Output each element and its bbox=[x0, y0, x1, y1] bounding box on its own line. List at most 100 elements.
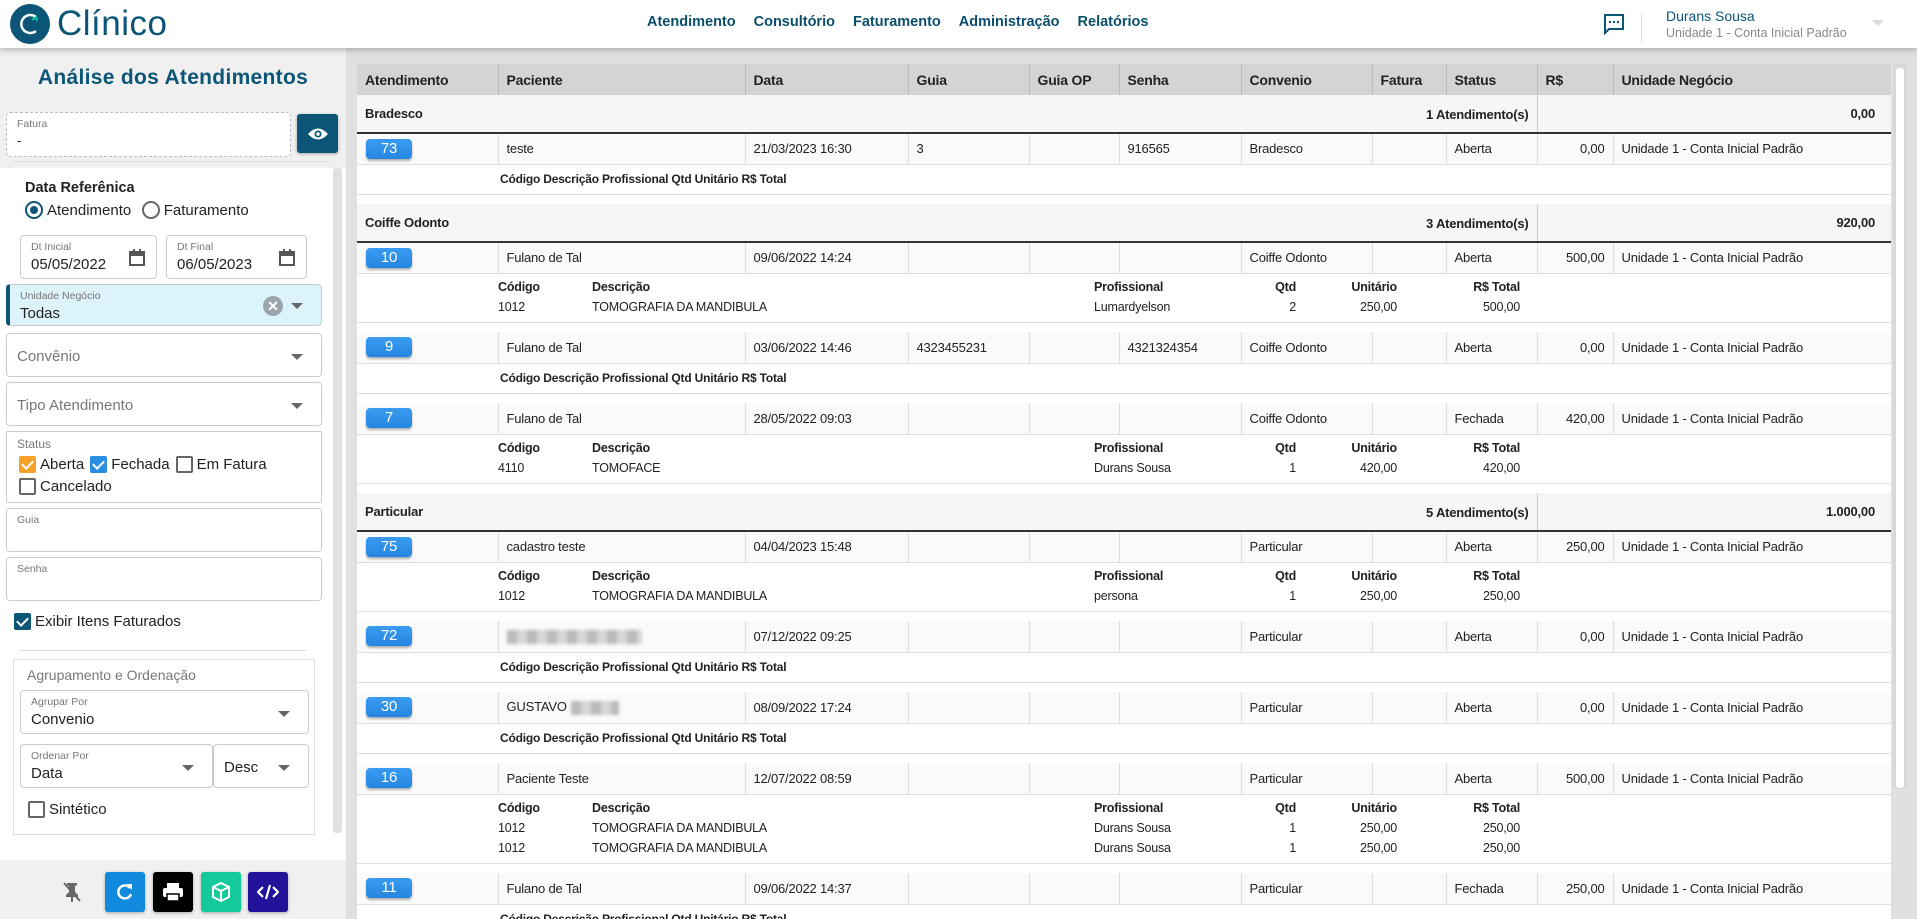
guia-field[interactable]: Guia bbox=[6, 508, 322, 552]
fatura-cell bbox=[1372, 133, 1447, 165]
chat-icon[interactable] bbox=[1603, 13, 1625, 40]
fatura-field[interactable]: Fatura - bbox=[6, 112, 291, 157]
column-header[interactable]: Senha bbox=[1119, 64, 1242, 95]
user-menu[interactable]: Durans Sousa Unidade 1 - Conta Inicial P… bbox=[1666, 8, 1847, 40]
sidebar-scrollbar[interactable] bbox=[333, 168, 342, 833]
refresh-button[interactable] bbox=[105, 872, 145, 912]
column-header[interactable]: Atendimento bbox=[357, 64, 499, 95]
column-header[interactable]: Status bbox=[1446, 64, 1538, 95]
table-row[interactable]: 16 Paciente Teste 12/07/2022 08:59 Particul… bbox=[357, 763, 1891, 795]
column-header[interactable]: Convenio bbox=[1241, 64, 1373, 95]
item-column-header: Unitário bbox=[694, 171, 739, 186]
exibir-itens-checkbox[interactable]: Exibir Itens Faturados bbox=[14, 613, 187, 631]
status-option[interactable]: Aberta bbox=[19, 454, 90, 475]
checkbox[interactable] bbox=[175, 456, 193, 474]
table-row[interactable]: 30 GUSTAVO 08/09/2022 17:24 Particular Abert… bbox=[357, 692, 1891, 724]
column-header[interactable]: Guia bbox=[908, 64, 1030, 95]
checkbox[interactable] bbox=[19, 456, 36, 474]
item-column-header: Unitário bbox=[694, 370, 739, 385]
status-option[interactable]: Em Fatura bbox=[175, 454, 273, 475]
group-count: 5 Atendimento(s) bbox=[1426, 505, 1529, 520]
convenio-cell: Coiffe Odonto bbox=[1241, 332, 1373, 364]
checkbox[interactable] bbox=[90, 456, 108, 474]
filler bbox=[1520, 585, 1891, 606]
chevron-down-icon[interactable] bbox=[291, 354, 303, 360]
ordenar-por-select[interactable]: Ordenar Por Data bbox=[20, 744, 213, 788]
column-header[interactable]: R$ bbox=[1537, 64, 1614, 95]
column-header[interactable]: Paciente bbox=[498, 64, 746, 95]
items-spacer bbox=[357, 652, 498, 683]
filler bbox=[1520, 837, 1891, 858]
atendimento-badge[interactable]: 7 bbox=[366, 408, 412, 429]
atendimento-badge[interactable]: 75 bbox=[366, 536, 412, 557]
clear-icon[interactable]: ✕ bbox=[263, 296, 283, 316]
radio-label: Faturamento bbox=[163, 201, 249, 219]
tipo-atendimento-select[interactable]: Tipo Atendimento bbox=[6, 382, 322, 426]
table-row[interactable]: 7 Fulano de Tal 28/05/2022 09:03 Coiffe Odo… bbox=[357, 403, 1891, 435]
column-header[interactable]: Data bbox=[745, 64, 909, 95]
table-scrollbar[interactable] bbox=[1893, 64, 1907, 789]
table-row[interactable]: 10 Fulano de Tal 09/06/2022 14:24 Coiffe Od… bbox=[357, 242, 1891, 274]
nav-faturamento[interactable]: Faturamento bbox=[852, 14, 941, 30]
chevron-down-icon[interactable] bbox=[1872, 20, 1884, 26]
atendimento-badge[interactable]: 30 bbox=[366, 697, 412, 718]
atendimento-badge[interactable]: 10 bbox=[366, 247, 412, 268]
chevron-down-icon[interactable] bbox=[278, 765, 290, 771]
chevron-down-icon[interactable] bbox=[291, 403, 303, 409]
view-button[interactable] bbox=[297, 114, 338, 153]
filler bbox=[1520, 565, 1891, 586]
table-row[interactable]: 11 Fulano de Tal 09/06/2022 14:37 Particula… bbox=[357, 873, 1891, 905]
item-column-header: R$ Total bbox=[1397, 276, 1520, 297]
table-row[interactable]: 73 teste 21/03/2023 16:30 3 916565 Bradesco Ab… bbox=[357, 133, 1891, 165]
checkbox[interactable] bbox=[28, 801, 45, 819]
items-spacer bbox=[357, 904, 498, 919]
agrupar-por-select[interactable]: Agrupar Por Convenio bbox=[20, 690, 309, 734]
ordem-select[interactable]: Desc bbox=[213, 744, 309, 788]
atendimento-badge[interactable]: 11 bbox=[366, 878, 412, 899]
spacer bbox=[357, 753, 1891, 763]
table-row[interactable]: 9 Fulano de Tal 03/06/2022 14:46 4323455231… bbox=[357, 332, 1891, 364]
dt-inicial-field[interactable]: Dt Inicial 05/05/2022 bbox=[20, 235, 157, 279]
chevron-down-icon[interactable] bbox=[291, 303, 303, 309]
status-option[interactable]: Fechada bbox=[90, 454, 175, 475]
unidade-negocio-select[interactable]: Unidade Negócio Todas ✕ bbox=[6, 284, 322, 326]
unpin-button[interactable] bbox=[52, 872, 92, 912]
item-cell: 250,00 bbox=[1296, 585, 1397, 606]
nav-atendimento[interactable]: Atendimento bbox=[647, 14, 736, 30]
code-button[interactable] bbox=[248, 872, 288, 912]
nav-consultorio[interactable]: Consultório bbox=[753, 14, 835, 30]
checkbox[interactable] bbox=[14, 613, 31, 631]
atendimentos-table: Atendimento Paciente Data Guia Guia OP Senha C… bbox=[357, 64, 1891, 919]
convenio-select[interactable]: Convênio bbox=[6, 333, 322, 377]
atendimento-badge[interactable]: 72 bbox=[366, 626, 412, 647]
calendar-icon[interactable] bbox=[128, 249, 146, 267]
chevron-down-icon[interactable] bbox=[182, 765, 194, 771]
column-header[interactable]: Unidade Negócio bbox=[1613, 64, 1891, 95]
print-button[interactable] bbox=[153, 872, 193, 912]
column-header[interactable]: Guia OP bbox=[1029, 64, 1120, 95]
dt-final-field[interactable]: Dt Final 06/05/2023 bbox=[166, 235, 307, 279]
status-option[interactable]: Cancelado bbox=[19, 475, 319, 496]
radio-faturamento[interactable] bbox=[141, 201, 160, 219]
chevron-down-icon[interactable] bbox=[278, 711, 290, 717]
item-column-header: Profissional bbox=[601, 730, 669, 745]
senha-field[interactable]: Senha bbox=[6, 557, 322, 601]
items-table: Código Descrição Profissional Qtd Unitário R$… bbox=[498, 797, 1891, 858]
group-name: Bradesco bbox=[365, 106, 423, 121]
logo[interactable]: Clínico bbox=[10, 4, 167, 44]
column-header[interactable]: Fatura bbox=[1372, 64, 1447, 95]
atendimento-badge[interactable]: 16 bbox=[366, 768, 412, 789]
export-button[interactable] bbox=[201, 872, 241, 912]
checkbox-label: Exibir Itens Faturados bbox=[35, 613, 181, 631]
item-column-header: Profissional bbox=[1094, 565, 1224, 586]
calendar-icon[interactable] bbox=[278, 249, 296, 267]
nav-relatorios[interactable]: Relatórios bbox=[1077, 14, 1149, 30]
sintetico-checkbox[interactable]: Sintético bbox=[28, 801, 113, 819]
radio-atendimento[interactable] bbox=[25, 201, 43, 219]
atendimento-badge[interactable]: 9 bbox=[366, 337, 412, 358]
table-row[interactable]: 75 cadastro teste 04/04/2023 15:48 Particul… bbox=[357, 531, 1891, 563]
checkbox[interactable] bbox=[19, 477, 36, 495]
atendimento-badge[interactable]: 73 bbox=[366, 138, 412, 159]
table-row[interactable]: 72 07/12/2022 09:25 Particular Aberta 0,00 Un… bbox=[357, 621, 1891, 653]
nav-administracao[interactable]: Administração bbox=[958, 14, 1060, 30]
